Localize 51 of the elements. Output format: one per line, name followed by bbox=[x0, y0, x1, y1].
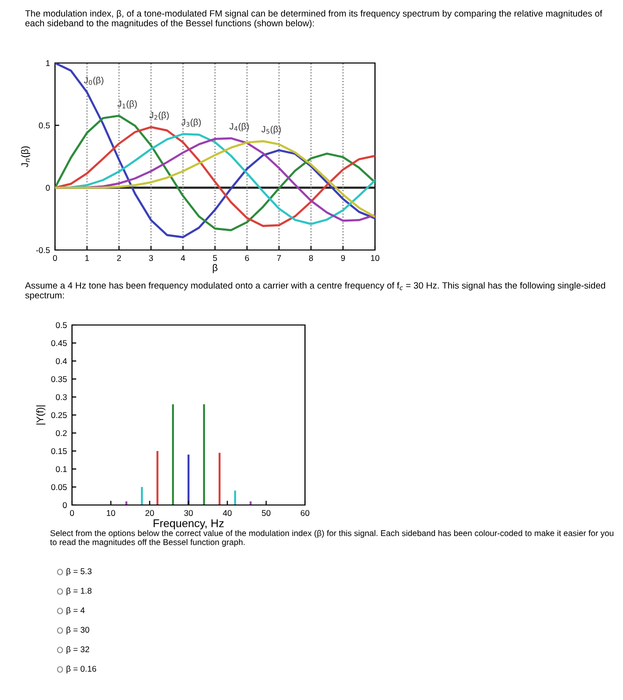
y-axis-title: |Y(f)| bbox=[36, 406, 46, 424]
text: β = 4 bbox=[66, 607, 85, 615]
y-tick-label: 0.3 bbox=[56, 394, 67, 400]
series-label: J$_{1}$(β) bbox=[117, 100, 137, 109]
text: β = 30 bbox=[66, 626, 90, 634]
y-tick-label: -0.5 bbox=[36, 247, 50, 254]
y-tick-label: 0.1 bbox=[56, 466, 67, 472]
text: β = 5.3 bbox=[66, 568, 92, 576]
y-tick-label: 0 bbox=[46, 184, 50, 191]
x-tick-label: 3 bbox=[149, 255, 153, 261]
x-tick-label: 2 bbox=[117, 255, 121, 261]
text: β = 0.16 bbox=[66, 666, 96, 674]
x-tick-label: 1 bbox=[85, 255, 89, 261]
chart-title: Assume a 4 Hz tone has been frequency modulated onto a carrier with a centre frequency of f$_{c}$ = 30 Hz. This signal has the following single-sided spectrum: bbox=[25, 282, 606, 300]
text: β = 1.8 bbox=[66, 588, 92, 596]
chart-title: The modulation index, β, of a tone-modulated FM signal can be determined from its frequency spectrum by comparing the relative magnitudes of each sideband to the magnitudes of the Bessel functions (shown below): bbox=[25, 10, 602, 28]
y-axis-title: J$_{n}$(β) bbox=[21, 146, 30, 168]
x-tick-label: 0 bbox=[70, 510, 74, 516]
x-tick-label: 10 bbox=[371, 255, 380, 261]
y-tick-label: 0 bbox=[62, 502, 67, 508]
y-tick-label: 0.4 bbox=[56, 358, 67, 364]
series-label: J$_{3}$(β) bbox=[181, 118, 201, 128]
x-axis-title: Frequency, Hz bbox=[154, 519, 224, 530]
x-tick-label: 30 bbox=[184, 510, 193, 516]
x-tick-label: 6 bbox=[245, 255, 249, 261]
y-tick-label: 0.5 bbox=[56, 322, 67, 328]
x-axis-title: β bbox=[212, 264, 218, 274]
y-tick-label: 0.45 bbox=[51, 340, 67, 346]
x-tick-label: 8 bbox=[309, 255, 313, 261]
text: β = 32 bbox=[66, 646, 90, 654]
x-tick-label: 4 bbox=[180, 255, 186, 261]
x-tick-label: 20 bbox=[145, 510, 154, 516]
y-tick-label: 1 bbox=[46, 60, 50, 66]
text: Select from the options below the correct value of the modulation index (β) for this signal. Each sideband has been colour-coded to make it easier for you to read the magnitudes off the Bessel function graph. bbox=[50, 530, 614, 547]
series-label: J$_{0}$(β) bbox=[84, 76, 104, 86]
y-tick-label: 0.25 bbox=[51, 412, 67, 418]
x-tick-label: 50 bbox=[262, 510, 270, 516]
x-tick-label: 10 bbox=[106, 510, 116, 516]
y-tick-label: 0.35 bbox=[51, 376, 67, 382]
x-tick-label: 5 bbox=[213, 255, 217, 261]
series-label: J$_{4}$(β) bbox=[229, 122, 249, 132]
x-tick-label: 40 bbox=[222, 510, 232, 516]
y-tick-label: 0.5 bbox=[38, 122, 50, 128]
x-tick-label: 9 bbox=[341, 255, 345, 261]
series-label: J$_{5}$(β) bbox=[261, 126, 281, 134]
series-label: J$_{2}$(β) bbox=[149, 112, 169, 120]
x-tick-label: 60 bbox=[300, 510, 310, 516]
y-tick-label: 0.15 bbox=[51, 448, 67, 454]
y-tick-label: 0.2 bbox=[56, 430, 67, 436]
x-tick-label: 7 bbox=[277, 255, 281, 261]
y-tick-label: 0.05 bbox=[51, 484, 67, 490]
